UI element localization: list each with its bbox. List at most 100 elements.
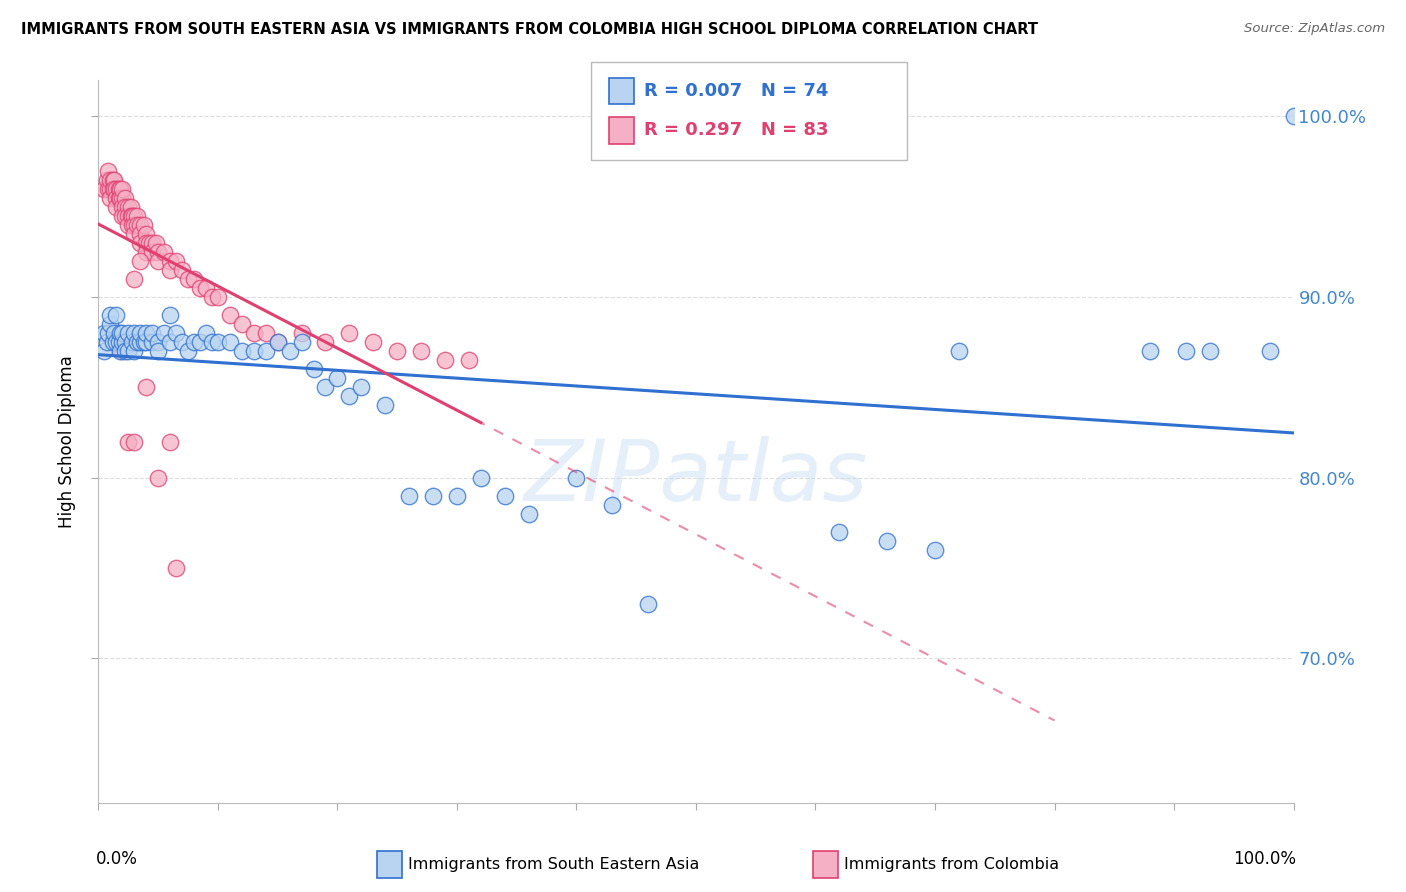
- Point: [267, 335, 290, 350]
- Point: [148, 244, 170, 259]
- Text: 0.0%: 0.0%: [96, 850, 138, 868]
- Point: [129, 326, 152, 341]
- Point: [98, 172, 122, 186]
- Point: [1282, 109, 1305, 123]
- Point: [188, 335, 211, 350]
- Point: [98, 182, 122, 196]
- Point: [138, 235, 160, 250]
- Point: [105, 200, 128, 214]
- Point: [291, 335, 314, 350]
- Point: [135, 227, 157, 241]
- Point: [129, 218, 152, 232]
- Point: [165, 326, 187, 341]
- Point: [111, 344, 134, 359]
- Point: [876, 533, 898, 548]
- Point: [117, 209, 139, 223]
- Point: [148, 344, 170, 359]
- Point: [129, 235, 152, 250]
- Point: [1139, 344, 1161, 359]
- Point: [159, 434, 181, 449]
- Point: [114, 209, 136, 223]
- Point: [148, 335, 170, 350]
- Text: Immigrants from South Eastern Asia: Immigrants from South Eastern Asia: [408, 857, 699, 871]
- Point: [219, 308, 242, 322]
- Point: [254, 344, 277, 359]
- Point: [93, 182, 115, 196]
- Point: [153, 244, 176, 259]
- Point: [315, 380, 337, 394]
- Text: IMMIGRANTS FROM SOUTH EASTERN ASIA VS IMMIGRANTS FROM COLOMBIA HIGH SCHOOL DIPLO: IMMIGRANTS FROM SOUTH EASTERN ASIA VS IM…: [21, 22, 1038, 37]
- Point: [165, 253, 187, 268]
- Point: [129, 227, 152, 241]
- Point: [231, 317, 253, 331]
- Point: [254, 326, 277, 341]
- Point: [924, 542, 946, 557]
- Point: [177, 344, 200, 359]
- Point: [108, 182, 131, 196]
- Point: [494, 489, 516, 503]
- Point: [948, 344, 970, 359]
- Point: [363, 335, 385, 350]
- Point: [114, 191, 136, 205]
- Point: [124, 218, 146, 232]
- Point: [183, 335, 205, 350]
- Point: [107, 191, 129, 205]
- Point: [111, 326, 134, 341]
- Point: [121, 209, 143, 223]
- Point: [411, 344, 433, 359]
- Point: [141, 244, 163, 259]
- Point: [278, 344, 301, 359]
- Point: [114, 200, 136, 214]
- Point: [132, 335, 155, 350]
- Point: [326, 371, 349, 385]
- Point: [93, 326, 115, 341]
- Point: [105, 308, 128, 322]
- Point: [339, 389, 361, 403]
- Point: [446, 489, 468, 503]
- Point: [107, 182, 129, 196]
- Point: [141, 326, 163, 341]
- Point: [195, 326, 218, 341]
- Point: [231, 344, 253, 359]
- Point: [145, 235, 167, 250]
- Text: 100.0%: 100.0%: [1233, 850, 1296, 868]
- Point: [129, 335, 152, 350]
- Point: [159, 335, 181, 350]
- Point: [398, 489, 420, 503]
- Point: [105, 182, 128, 196]
- Point: [111, 191, 134, 205]
- Point: [98, 308, 122, 322]
- Point: [141, 235, 163, 250]
- Point: [117, 434, 139, 449]
- Point: [602, 498, 624, 512]
- Point: [177, 272, 200, 286]
- Point: [135, 326, 157, 341]
- Point: [148, 470, 170, 484]
- Point: [124, 227, 146, 241]
- Point: [120, 200, 142, 214]
- Point: [207, 290, 229, 304]
- Point: [637, 597, 659, 611]
- Point: [195, 281, 218, 295]
- Point: [114, 335, 136, 350]
- Point: [96, 172, 118, 186]
- Point: [183, 272, 205, 286]
- Point: [243, 326, 266, 341]
- Point: [97, 326, 120, 341]
- Text: Source: ZipAtlas.com: Source: ZipAtlas.com: [1244, 22, 1385, 36]
- Point: [315, 335, 337, 350]
- Point: [148, 253, 170, 268]
- Point: [1199, 344, 1222, 359]
- Point: [124, 434, 146, 449]
- Point: [111, 182, 134, 196]
- Point: [517, 507, 540, 521]
- Point: [125, 209, 148, 223]
- Point: [159, 308, 181, 322]
- Point: [97, 182, 120, 196]
- Point: [267, 335, 290, 350]
- Point: [302, 362, 325, 376]
- Point: [117, 326, 139, 341]
- Point: [93, 344, 115, 359]
- Point: [121, 335, 143, 350]
- Point: [108, 344, 131, 359]
